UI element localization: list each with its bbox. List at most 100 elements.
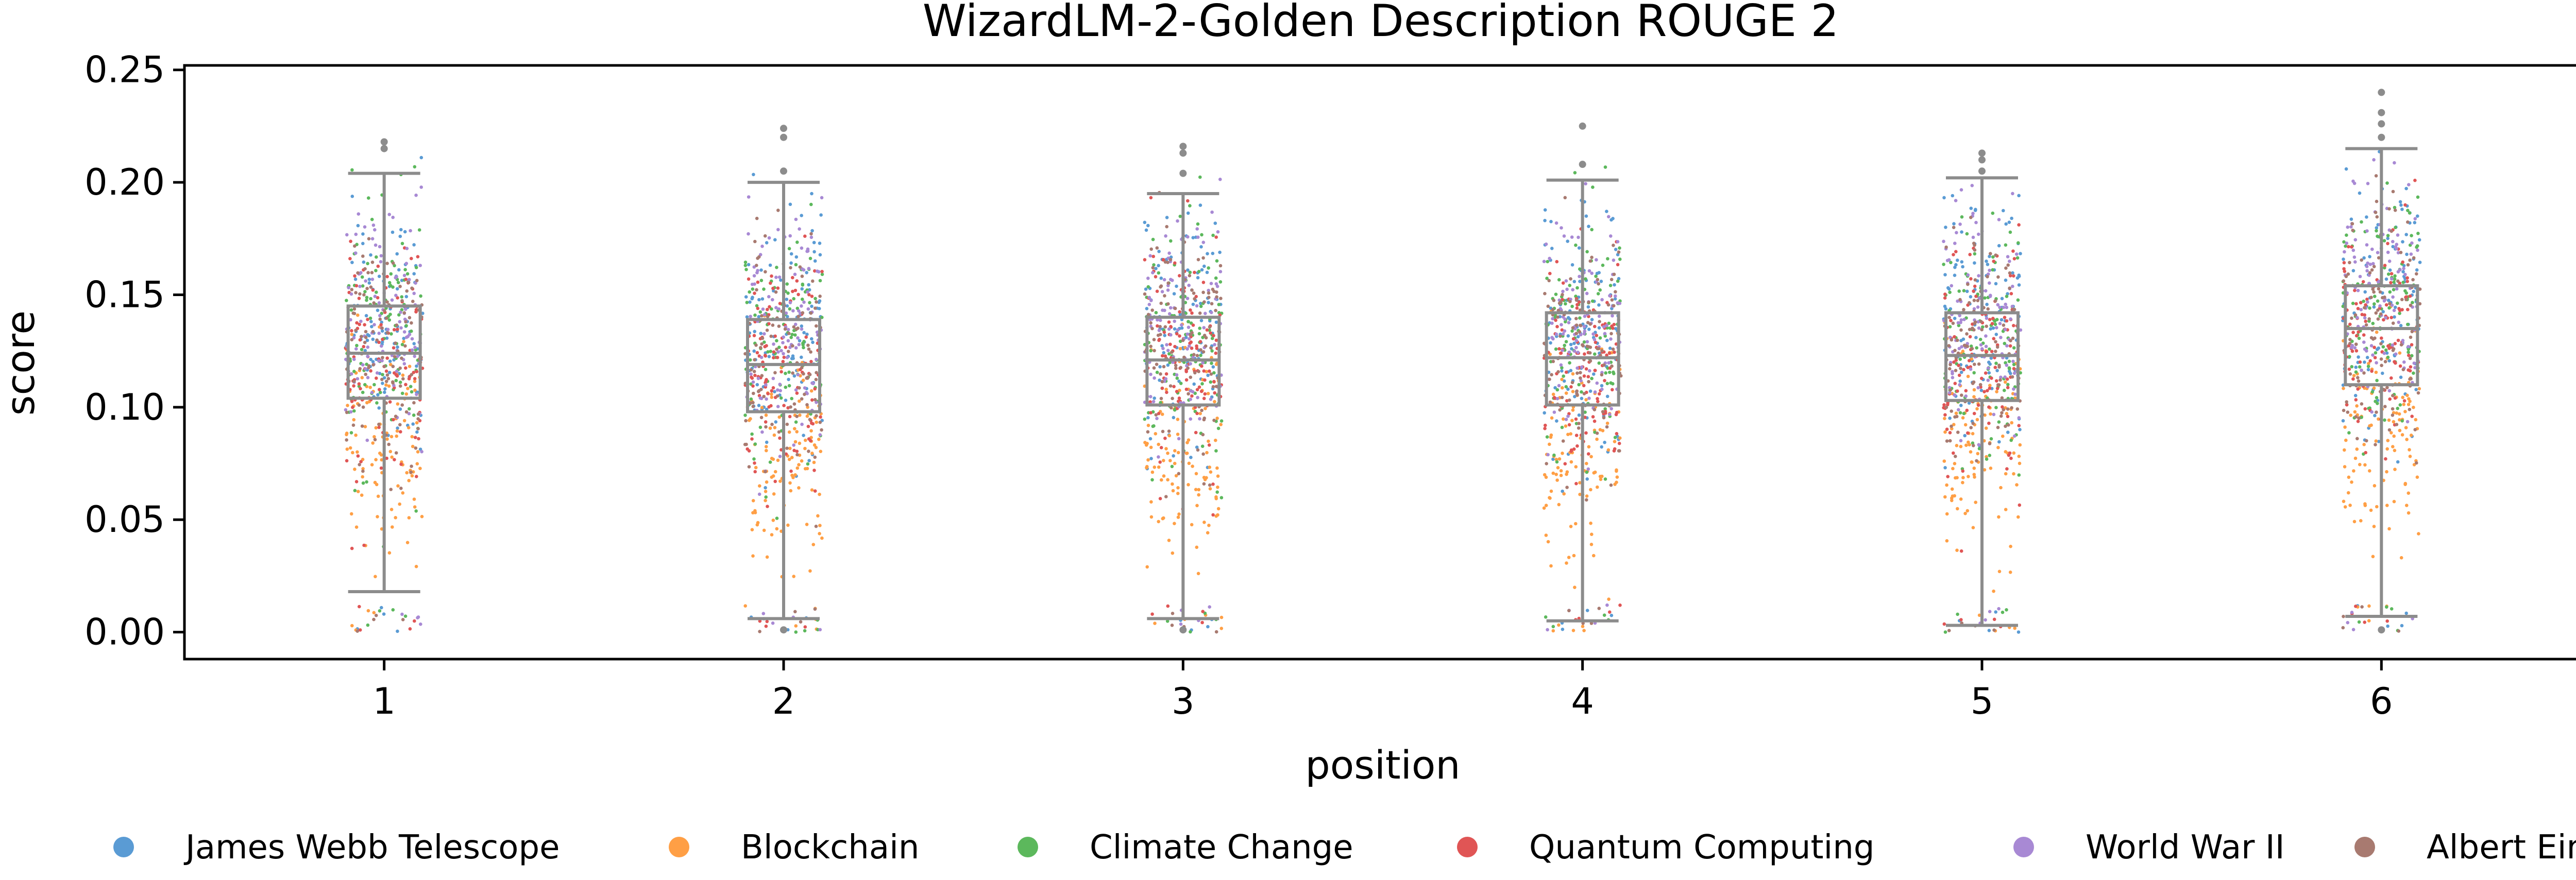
strip-point: [349, 372, 353, 376]
strip-point: [391, 230, 395, 234]
strip-point: [766, 392, 770, 395]
strip-point: [1194, 488, 1198, 491]
strip-point: [1585, 461, 1588, 465]
strip-point: [360, 493, 364, 497]
strip-point: [1596, 485, 1599, 489]
strip-point: [1545, 277, 1549, 280]
strip-point: [1602, 363, 1606, 367]
strip-point: [355, 450, 359, 454]
strip-point: [1557, 278, 1561, 282]
strip-point: [1157, 442, 1160, 446]
strip-point: [372, 301, 376, 305]
strip-point: [819, 213, 823, 217]
strip-point: [1548, 256, 1551, 261]
strip-point: [1943, 630, 1947, 634]
strip-point: [794, 624, 798, 628]
strip-point: [2387, 527, 2391, 531]
strip-point: [1166, 284, 1170, 287]
strip-point: [2005, 608, 2008, 612]
strip-point: [413, 619, 416, 623]
strip-point: [379, 254, 383, 258]
strip-point: [366, 354, 369, 358]
strip-point: [1968, 335, 1972, 339]
strip-point: [1569, 450, 1573, 453]
strip-point: [1167, 434, 1172, 438]
strip-point: [790, 333, 794, 336]
strip-point: [1166, 363, 1170, 367]
strip-point: [388, 450, 393, 454]
strip-point: [1996, 445, 2000, 450]
strip-point: [1167, 539, 1171, 542]
strip-point: [787, 350, 790, 353]
strip-point: [363, 425, 367, 428]
strip-point: [791, 476, 795, 479]
strip-point: [1184, 378, 1189, 382]
strip-point: [1944, 307, 1948, 311]
strip-point: [395, 252, 399, 256]
strip-point: [352, 379, 356, 383]
strip-point: [2404, 611, 2409, 615]
strip-point: [1989, 294, 1992, 297]
strip-point: [1968, 327, 1972, 332]
strip-point: [1545, 435, 1549, 439]
strip-point: [1559, 474, 1563, 477]
strip-point: [769, 281, 772, 285]
strip-point: [795, 391, 799, 395]
strip-point: [745, 447, 749, 451]
strip-point: [779, 370, 783, 374]
strip-point: [779, 396, 783, 400]
strip-point: [820, 196, 824, 200]
strip-point: [370, 271, 374, 274]
strip-point: [1213, 391, 1216, 395]
strip-point: [1201, 350, 1206, 354]
strip-point: [1177, 472, 1181, 476]
strip-point: [1579, 376, 1582, 380]
strip-point: [1219, 297, 1223, 300]
strip-point: [1979, 343, 1983, 347]
strip-point: [1174, 474, 1178, 478]
strip-point: [1149, 349, 1153, 353]
strip-point: [349, 318, 352, 322]
strip-point: [1574, 339, 1579, 342]
strip-point: [1168, 384, 1173, 388]
strip-point: [2410, 343, 2414, 347]
strip-point: [769, 350, 773, 353]
y-tick-label: 0.20: [84, 161, 165, 203]
strip-point: [777, 415, 782, 419]
strip-point: [758, 484, 761, 488]
strip-point: [2391, 394, 2395, 398]
strip-point: [413, 379, 417, 383]
strip-point: [1607, 215, 1611, 219]
strip-point: [405, 541, 410, 544]
strip-point: [1159, 396, 1163, 401]
strip-point: [755, 304, 759, 308]
y-tick-label: 0.25: [84, 49, 165, 91]
strip-point: [1608, 610, 1612, 614]
strip-point: [371, 288, 375, 292]
strip-point: [1151, 266, 1155, 270]
strip-point: [1999, 336, 2003, 339]
strip-point: [2012, 346, 2016, 350]
strip-point: [2363, 502, 2367, 506]
strip-point: [1597, 326, 1601, 330]
strip-point: [377, 359, 381, 363]
strip-point: [1947, 258, 1951, 262]
strip-point: [1596, 278, 1600, 282]
strip-point: [1943, 296, 1947, 300]
strip-point: [753, 330, 756, 334]
strip-point: [362, 543, 366, 547]
strip-point: [1969, 450, 1973, 454]
strip-point: [809, 311, 813, 315]
strip-point: [1563, 462, 1567, 465]
strip-point: [1578, 274, 1581, 279]
strip-point: [1166, 478, 1170, 481]
strip-point: [1583, 352, 1586, 356]
strip-point: [400, 241, 404, 246]
strip-point: [797, 309, 801, 313]
strip-point: [1186, 199, 1190, 203]
strip-point: [1965, 509, 1970, 513]
strip-point: [2000, 396, 2004, 400]
strip-point: [800, 459, 804, 463]
strip-point: [777, 324, 781, 328]
strip-point: [1564, 370, 1568, 374]
